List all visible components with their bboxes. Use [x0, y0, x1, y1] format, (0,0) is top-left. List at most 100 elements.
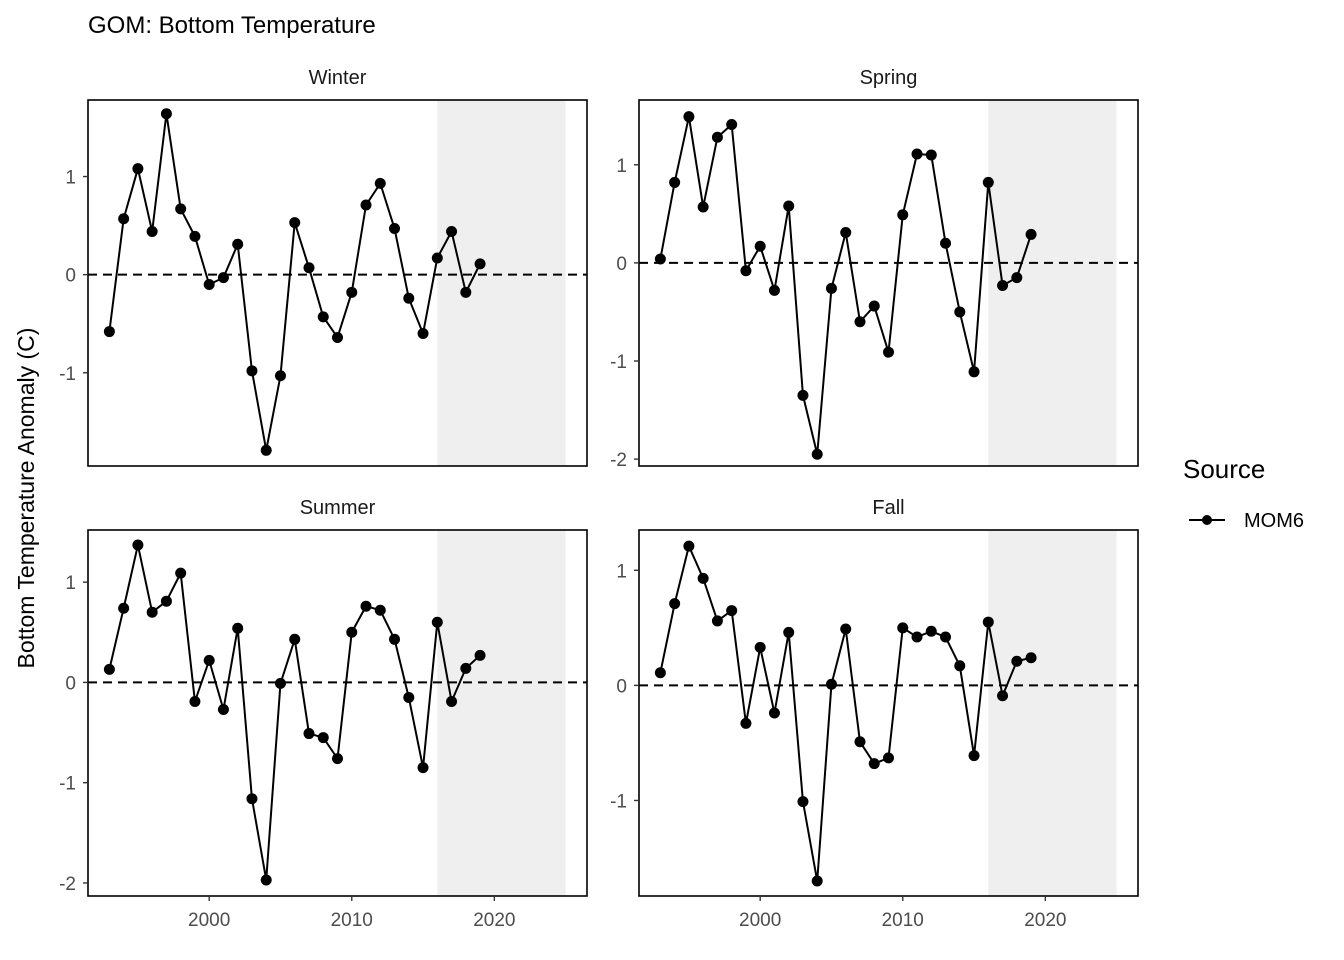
data-point [811, 448, 823, 460]
data-point [797, 389, 809, 401]
data-point [697, 201, 709, 213]
data-point [683, 540, 695, 552]
data-point [474, 649, 486, 661]
x-tick-label: 2010 [331, 910, 373, 931]
data-point [740, 717, 752, 729]
data-point [346, 286, 358, 298]
data-point [118, 213, 130, 225]
data-point [460, 662, 472, 674]
data-point [868, 758, 880, 770]
data-point [374, 604, 386, 616]
data-point [711, 615, 723, 627]
data-point [246, 365, 258, 377]
data-point [840, 623, 852, 635]
data-point [146, 225, 158, 237]
data-point [1025, 652, 1037, 664]
data-point [854, 736, 866, 748]
data-point [982, 176, 994, 188]
y-tick-label: 1 [616, 561, 627, 582]
y-tick-label: 0 [616, 676, 627, 697]
panel-border [638, 99, 1139, 467]
y-tick-label: -1 [610, 352, 627, 373]
legend: Source MOM6 [1183, 454, 1304, 532]
panel-strip-label: Spring [860, 67, 918, 89]
data-point [431, 252, 443, 264]
data-point [260, 444, 272, 456]
data-point [883, 752, 894, 764]
shaded-region [437, 100, 566, 466]
legend-title: Source [1183, 454, 1265, 484]
data-point [683, 111, 695, 123]
data-point [669, 598, 681, 610]
data-point [897, 209, 909, 221]
data-point [118, 602, 130, 614]
data-point [403, 691, 415, 703]
data-point [825, 282, 837, 294]
data-point [303, 262, 315, 274]
data-point [897, 622, 909, 634]
data-point [274, 677, 286, 689]
panel-spring: Spring -2 -1 0 1 [610, 67, 1139, 471]
data-point [740, 265, 752, 277]
legend-key-point [1202, 515, 1212, 525]
data-point [1025, 228, 1037, 240]
data-point [783, 626, 795, 638]
data-point [360, 600, 372, 612]
x-tick-label: 2020 [1024, 910, 1066, 931]
data-point [911, 148, 923, 160]
data-point [246, 793, 258, 805]
data-point [968, 750, 980, 762]
data-point [260, 874, 272, 886]
data-point [374, 177, 386, 189]
data-point [431, 616, 443, 628]
data-point [954, 306, 966, 318]
data-point [854, 316, 866, 328]
data-point [289, 217, 301, 229]
data-point [389, 223, 401, 235]
data-point [654, 253, 666, 265]
data-point [417, 762, 429, 774]
data-point [726, 605, 738, 617]
shaded-region [437, 530, 566, 896]
data-point [217, 703, 229, 715]
data-point [925, 625, 937, 637]
x-tick-label: 2020 [473, 910, 515, 931]
panel-strip-label: Summer [300, 497, 376, 519]
data-point [332, 753, 343, 765]
data-point [175, 203, 187, 215]
data-point [726, 119, 738, 131]
data-point [997, 690, 1009, 702]
data-point [417, 328, 429, 340]
data-point [217, 272, 229, 284]
data-point [460, 286, 472, 298]
panel-border [638, 529, 1139, 897]
chart-title: GOM: Bottom Temperature [88, 12, 376, 39]
data-point [811, 875, 823, 887]
data-point [232, 238, 244, 250]
panel-strip-label: Fall [872, 497, 904, 519]
data-point [954, 660, 966, 672]
series-line-mom6 [108, 112, 481, 452]
data-point [146, 606, 158, 618]
data-point [940, 237, 952, 249]
series-line-mom6 [659, 545, 1032, 883]
x-tick-label: 2010 [882, 910, 924, 931]
series-line-mom6 [659, 115, 1033, 456]
data-point [317, 732, 329, 744]
data-point [203, 278, 215, 290]
data-point [160, 108, 172, 120]
data-point [274, 370, 286, 382]
data-point [389, 633, 401, 645]
data-point [346, 626, 358, 638]
panel-winter: Winter -1 0 1 [59, 67, 588, 467]
panel-border [87, 99, 588, 467]
data-point [160, 595, 172, 607]
data-point [754, 240, 766, 252]
data-point [1011, 655, 1023, 667]
data-point [317, 311, 329, 323]
y-tick-label: -2 [59, 874, 76, 895]
panel-fall: Fall -1 0 1 2000 2010 2020 [610, 497, 1139, 931]
series-line-mom6 [108, 544, 481, 881]
y-tick-label: -1 [59, 774, 76, 795]
data-point [232, 622, 244, 634]
